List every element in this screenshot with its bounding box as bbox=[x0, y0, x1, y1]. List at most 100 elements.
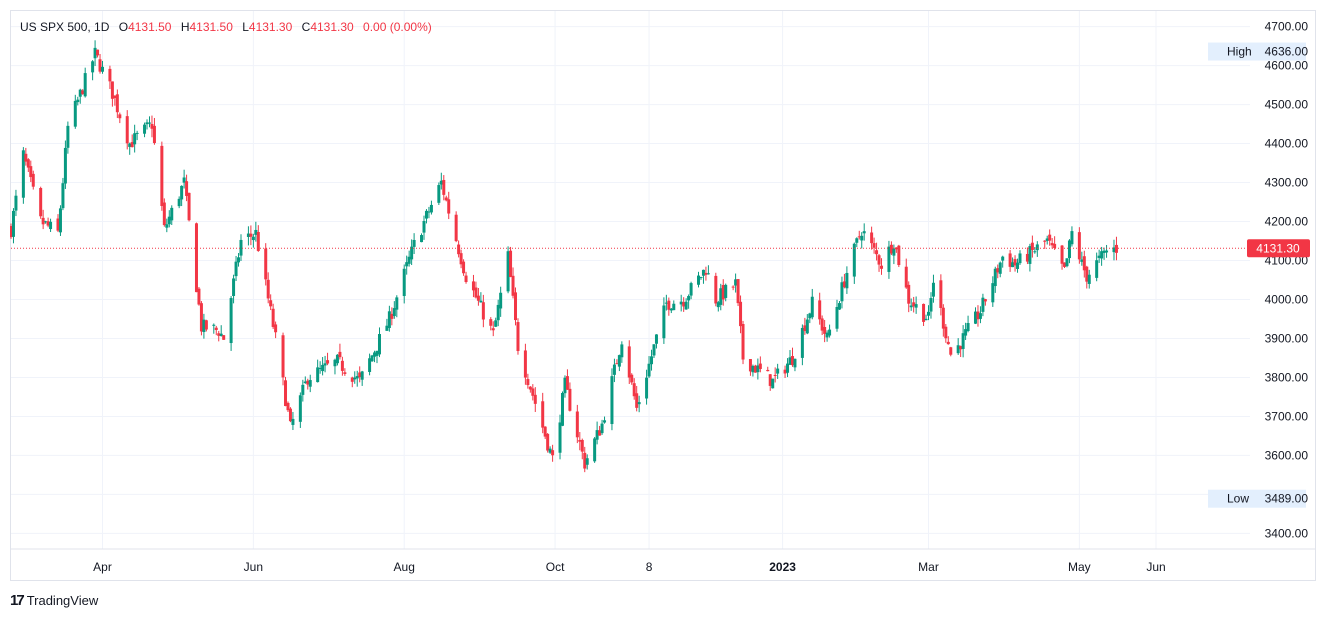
candle-body bbox=[533, 394, 537, 404]
candle-body bbox=[46, 221, 50, 226]
candle-body bbox=[115, 94, 119, 113]
candle-body bbox=[998, 262, 1002, 274]
candle-body bbox=[585, 458, 589, 465]
brand-footer[interactable]: 17 TradingView bbox=[10, 592, 98, 609]
candle-body bbox=[697, 275, 701, 285]
candle-body bbox=[941, 307, 945, 329]
candle-body bbox=[892, 248, 896, 256]
candle-body bbox=[143, 124, 147, 134]
candle-body bbox=[31, 173, 35, 187]
candle-body bbox=[269, 300, 273, 307]
candle-body bbox=[944, 326, 948, 339]
candle-body bbox=[1082, 256, 1086, 271]
candle-body bbox=[756, 365, 760, 373]
candle-body bbox=[516, 322, 520, 351]
x-tick-label: Oct bbox=[546, 560, 565, 574]
candle-body bbox=[476, 295, 480, 301]
candle-body bbox=[528, 386, 532, 390]
candle-body bbox=[880, 265, 884, 269]
candle-body bbox=[976, 311, 980, 320]
candle-body bbox=[1100, 251, 1104, 259]
low-marker-label: Low bbox=[1227, 492, 1249, 506]
candle-body bbox=[1085, 266, 1089, 282]
candle-body bbox=[219, 333, 223, 336]
candle-body bbox=[632, 383, 636, 397]
candle-body bbox=[560, 393, 564, 426]
candle-body bbox=[444, 197, 448, 201]
candle-body bbox=[790, 356, 794, 366]
candle-body bbox=[593, 438, 597, 462]
candle-body bbox=[598, 430, 602, 436]
candle-body bbox=[101, 66, 105, 72]
candle-body bbox=[212, 324, 216, 326]
candle-body bbox=[731, 286, 735, 288]
x-tick-label: 2023 bbox=[769, 560, 796, 574]
candle-body bbox=[182, 177, 186, 183]
candle-body bbox=[145, 122, 149, 125]
candle-body bbox=[73, 100, 77, 127]
candle-body bbox=[800, 327, 804, 358]
candle-body bbox=[1043, 240, 1047, 242]
candle-body bbox=[860, 235, 864, 241]
candle-body bbox=[249, 233, 253, 237]
candle-body bbox=[558, 422, 562, 453]
candle-body bbox=[412, 239, 416, 247]
candle-body bbox=[788, 357, 792, 365]
candle-body bbox=[125, 116, 129, 144]
candle-body bbox=[264, 248, 268, 280]
candle-body bbox=[719, 288, 723, 305]
candle-body bbox=[1102, 250, 1106, 253]
candle-body bbox=[177, 198, 181, 207]
candle-body bbox=[682, 302, 686, 307]
candle-body bbox=[808, 313, 812, 319]
candle-body bbox=[914, 304, 918, 308]
candle-body bbox=[56, 218, 60, 231]
y-tick-label: 4500.00 bbox=[1265, 98, 1309, 112]
candle-body bbox=[274, 324, 278, 333]
candle-body bbox=[580, 439, 584, 452]
legend-close-key: C bbox=[301, 20, 311, 34]
legend-close-value: 4131.30 bbox=[310, 20, 354, 34]
candle-body bbox=[14, 195, 18, 211]
candle-body bbox=[1065, 258, 1069, 267]
y-tick-label: 4700.00 bbox=[1265, 20, 1309, 34]
chart-canvas[interactable]: 3400.00 3600.00 3700.00 3800.00 3900.00 4000.… bbox=[10, 10, 1316, 581]
candle-body bbox=[288, 408, 292, 422]
candle-body bbox=[1030, 242, 1034, 251]
candle-body bbox=[771, 378, 775, 389]
candle-body bbox=[81, 90, 85, 95]
candle-body bbox=[222, 335, 226, 340]
candle-body bbox=[1048, 234, 1052, 241]
candle-body bbox=[204, 320, 208, 330]
candle-body bbox=[956, 345, 960, 354]
candle-body bbox=[565, 376, 569, 390]
candle-body bbox=[333, 359, 337, 367]
candle-body bbox=[739, 301, 743, 327]
y-tick-label: 4000.00 bbox=[1265, 292, 1309, 306]
candle-body bbox=[318, 367, 322, 369]
legend-open-key: O bbox=[118, 20, 129, 34]
candle-body bbox=[526, 379, 530, 386]
candle-body bbox=[373, 352, 377, 357]
candle-body bbox=[939, 280, 943, 308]
candle-body bbox=[429, 204, 433, 213]
candle-body bbox=[21, 150, 25, 198]
x-tick-label: 8 bbox=[646, 560, 653, 574]
candle-body bbox=[422, 221, 426, 233]
candle-body bbox=[793, 358, 797, 368]
candle-body bbox=[872, 243, 876, 248]
candle-body bbox=[26, 159, 30, 168]
candle-body bbox=[281, 335, 285, 378]
candle-body bbox=[256, 232, 260, 251]
candle-body bbox=[78, 89, 82, 97]
last-price-badge bbox=[1247, 239, 1310, 258]
candle-body bbox=[1097, 255, 1101, 258]
candle-body bbox=[736, 279, 740, 304]
candle-body bbox=[1112, 247, 1116, 253]
candle-body bbox=[620, 344, 624, 358]
candle-body bbox=[966, 323, 970, 332]
candle-body bbox=[321, 364, 325, 372]
candle-body bbox=[993, 268, 997, 287]
candle-body bbox=[818, 300, 822, 320]
candle-body bbox=[368, 358, 372, 372]
